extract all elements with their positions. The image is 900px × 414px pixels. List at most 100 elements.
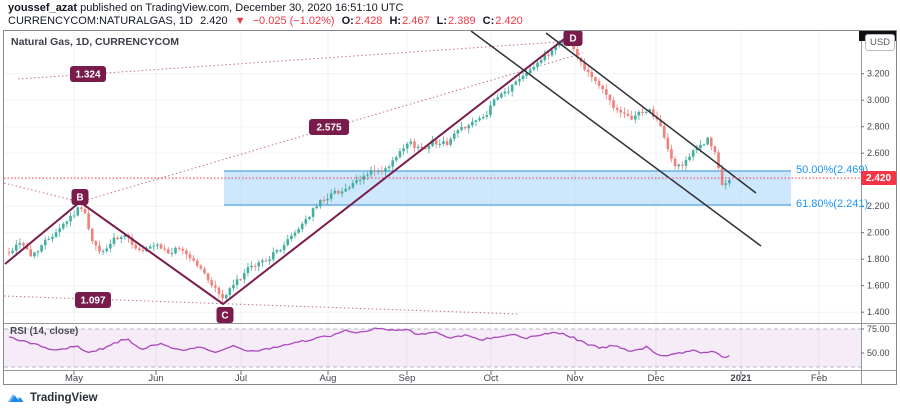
candle-body [366,174,369,176]
candle-body [709,137,713,147]
candle-body [478,118,481,121]
candle-body [221,293,224,299]
price-axis-label[interactable]: 3.000 [867,95,890,105]
candle-body [261,260,264,263]
candle-body [138,248,141,250]
time-axis-label[interactable]: Dec [648,373,665,384]
candle-body [214,285,217,288]
tradingview-footer[interactable]: TradingView [8,391,98,404]
candle-body [659,119,662,127]
tradingview-logo-text: TradingView [30,391,98,404]
time-axis-label[interactable]: Sep [399,373,416,384]
author-link[interactable]: youssef_azat [8,2,78,14]
candle-body [250,265,253,268]
candle-body [130,237,134,245]
candle-body [695,148,699,151]
xabcd-pattern-line[interactable] [4,35,569,306]
candle-body [228,288,232,295]
candle-body [597,81,601,86]
candle-body [232,284,235,289]
candle-body [677,164,680,167]
candle-body [702,144,706,146]
candle-body [18,243,22,245]
candle-body [525,73,528,76]
candle-body [43,239,47,246]
candle-body [246,267,250,273]
candle-body [681,164,684,166]
pattern-label-box-2.575[interactable] [309,119,349,135]
price-axis-label[interactable]: 2.200 [867,201,890,211]
price-axis-label[interactable]: 3.200 [867,69,890,79]
candle-body [395,157,398,161]
rsi-axis-label[interactable]: 50.00 [867,348,890,358]
price-axis-label[interactable]: 1.800 [867,254,890,264]
rsi-indicator-label[interactable]: RSI (14, close) [10,326,79,337]
price-axis-label[interactable]: 2.000 [867,228,890,238]
candle-body [22,243,25,246]
candle-body [181,248,185,251]
candle-body [40,245,43,252]
candle-body [264,260,268,262]
candle-body [398,151,402,158]
candle-body [633,115,637,120]
time-axis-label[interactable]: Aug [320,373,337,384]
candle-body [449,138,452,145]
fib-level-label-50: 50.00%(2.469) [796,164,869,176]
time-axis-label[interactable]: Oct [484,373,499,384]
candle-body [648,109,652,112]
rsi-axis-label[interactable]: 75.00 [867,324,890,334]
chart-canvas[interactable]: B C D 1.324 2.575 1.097 3.200 3.000 2.800 2.600 2.… [4,31,896,384]
pattern-label-text-B: B [76,193,83,204]
candle-body [25,245,29,250]
last-price: 2.420 [200,15,228,27]
candle-body [87,213,90,229]
time-axis-label[interactable]: May [65,373,83,384]
candle-body [210,280,214,286]
candle-body [619,109,623,113]
candle-body [322,200,326,202]
candle-body [670,149,673,159]
price-axis-label[interactable]: 1.600 [867,281,890,291]
symbol-name: CURRENCYCOM:NATURALGAS, 1D [8,15,193,27]
candle-body [416,146,420,148]
candle-body [271,252,275,260]
time-axis-label[interactable]: Nov [567,373,584,384]
time-axis-label[interactable]: 2021 [730,373,752,384]
pattern-label-box-D[interactable] [563,31,583,46]
candle-body [427,145,431,149]
candle-body [720,168,724,185]
candle-body [36,251,40,253]
pattern-label-box-C[interactable] [216,307,234,323]
candle-body [550,50,554,56]
candle-body [112,237,116,244]
pattern-label-box-1.097[interactable] [75,292,111,308]
high-value: 2.467 [402,15,430,27]
currency-usd-button[interactable]: USD [865,34,895,51]
chart-legend-title[interactable]: Natural Gas, 1D, CURRENCYCOM [11,36,180,48]
candle-body [518,79,521,82]
time-axis-label[interactable]: Jul [235,373,247,384]
candle-body [297,229,300,233]
pattern-label-box-B[interactable] [71,189,89,205]
candle-body [547,54,550,56]
descending-channel-line-1[interactable] [470,31,762,247]
fib-retracement-zone[interactable] [224,171,791,205]
candle-body [337,190,340,194]
time-axis-label[interactable]: Jun [148,373,163,384]
descending-channel-line-0[interactable] [545,32,757,194]
candle-body [235,279,239,285]
time-axis-label[interactable]: Feb [811,373,827,384]
candle-body [684,159,688,166]
price-axis-label[interactable]: 1.400 [867,307,890,317]
candle-body [243,272,246,280]
candle-body [290,235,293,240]
pattern-label-box-1.324[interactable] [70,66,106,82]
price-axis-label[interactable]: 2.800 [867,122,890,132]
candle-body [148,246,152,249]
candle-body [29,249,33,257]
candle-body [601,85,604,90]
candle-body [460,126,463,131]
candle-body [300,223,304,230]
price-axis-label[interactable]: 2.600 [867,148,890,158]
